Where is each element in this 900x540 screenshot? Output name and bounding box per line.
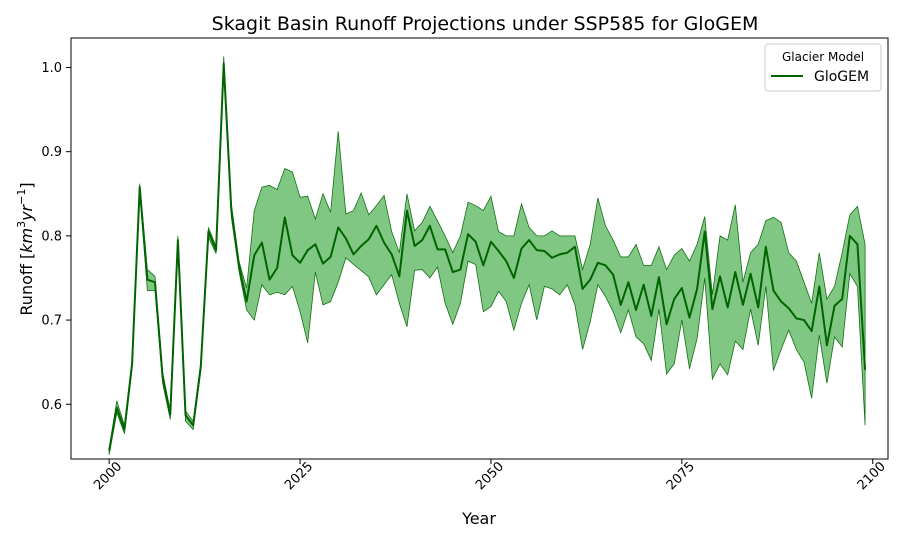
y-axis-label-unit-a: km: [17, 228, 36, 253]
x-tick-label: 2075: [664, 459, 698, 493]
y-axis-label: Runoff [km3yr−1]: [15, 182, 36, 315]
y-axis-label-unit-c: yr: [17, 203, 36, 221]
y-axis-label-unit-b: 3: [15, 221, 28, 228]
y-axis-label-unit-d: −1: [15, 189, 28, 205]
legend: Glacier Model GloGEM: [764, 43, 882, 92]
y-tick-label: 0.6: [41, 398, 62, 413]
chart-title: Skagit Basin Runoff Projections under SS…: [212, 13, 759, 35]
y-axis: 0.6 0.7 0.8 0.9 1.0: [41, 61, 71, 413]
x-axis: 2000 2025 2050 2075 2100: [91, 459, 889, 493]
y-tick-label: 0.8: [41, 229, 62, 244]
legend-title: Glacier Model: [782, 50, 864, 64]
y-axis-label-unit-e: ]: [17, 182, 36, 188]
x-tick-label: 2025: [282, 459, 316, 493]
x-tick-label: 2000: [91, 459, 125, 493]
legend-box: [764, 43, 882, 92]
series-line-glogem: [108, 62, 867, 451]
y-tick-label: 0.9: [41, 145, 62, 160]
legend-entry-glogem: GloGEM: [814, 69, 869, 85]
x-tick-label: 2050: [473, 459, 507, 493]
x-tick-label: 2100: [855, 459, 889, 493]
plot-frame: [70, 37, 889, 460]
x-axis-label: Year: [461, 509, 496, 528]
y-axis-label-main: Runoff [: [17, 253, 36, 316]
y-tick-label: 0.7: [41, 314, 62, 329]
y-tick-label: 1.0: [41, 61, 62, 76]
plot-area: [108, 56, 867, 455]
